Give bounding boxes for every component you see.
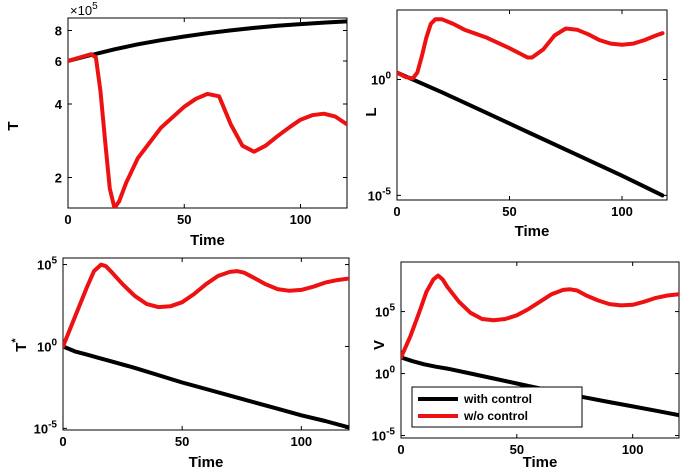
axes-box <box>67 17 348 209</box>
y-tick-label: 6 <box>55 54 62 69</box>
y-tick-label: 4 <box>55 97 63 112</box>
axes-box <box>396 9 668 201</box>
panel-T: 0 50 100 2 4 6 8 ×105 Time T <box>5 1 348 249</box>
y-tick-label: 10-5 <box>368 186 392 203</box>
y-axis-label: T* <box>10 338 30 352</box>
panel-L: 0 50 100 100 10-5 Time L <box>363 9 668 240</box>
x-tick-label: 50 <box>502 204 516 219</box>
x-axis-label: Time <box>515 223 550 240</box>
x-axis-label: Time <box>523 454 558 471</box>
series-line-with-control <box>401 355 679 418</box>
x-tick-label: 0 <box>393 204 400 219</box>
series-line-w-o-control <box>68 52 347 208</box>
panel-T-star: 0 50 100 105 100 10-5 Time T* <box>10 256 350 471</box>
y-tick-label: 2 <box>55 170 62 185</box>
x-tick-label: 0 <box>59 434 66 449</box>
series-line-with-control <box>397 70 665 198</box>
axes-box <box>400 261 680 439</box>
x-tick-label: 100 <box>611 204 633 219</box>
x-tick-label: 0 <box>397 442 404 457</box>
y-tick-label: 105 <box>37 256 57 273</box>
series-line-with-control <box>68 19 347 63</box>
series-line-w-o-control <box>397 17 665 81</box>
y-axis-label: L <box>363 107 380 116</box>
x-tick-label: 100 <box>290 434 312 449</box>
y-tick-label: 10-5 <box>372 427 396 444</box>
y-tick-label: 8 <box>55 23 62 38</box>
series-line-w-o-control <box>63 262 349 349</box>
series-line-w-o-control <box>401 273 679 360</box>
legend: with control w/o control <box>411 386 583 428</box>
y-tick-label: 100 <box>37 337 57 354</box>
x-tick-label: 50 <box>177 212 191 227</box>
series-line-with-control <box>63 344 349 430</box>
y-tick-label: 100 <box>375 365 395 382</box>
y-tick-label: 105 <box>375 303 395 320</box>
y-tick-label: 10-5 <box>34 419 58 436</box>
legend-label: with control <box>463 392 532 406</box>
y-axis-label: V <box>371 340 388 350</box>
x-tick-label: 100 <box>290 212 312 227</box>
legend-box <box>411 386 583 428</box>
x-tick-label: 100 <box>622 442 644 457</box>
y-multiplier-label: ×105 <box>70 1 98 18</box>
legend-label: w/o control <box>463 409 528 423</box>
x-tick-label: 50 <box>510 442 524 457</box>
x-axis-label: Time <box>189 454 224 471</box>
x-axis-label: Time <box>190 232 225 249</box>
x-tick-label: 0 <box>64 212 71 227</box>
y-axis-label: T <box>5 121 22 130</box>
y-tick-label: 100 <box>371 71 391 88</box>
x-tick-label: 50 <box>175 434 189 449</box>
